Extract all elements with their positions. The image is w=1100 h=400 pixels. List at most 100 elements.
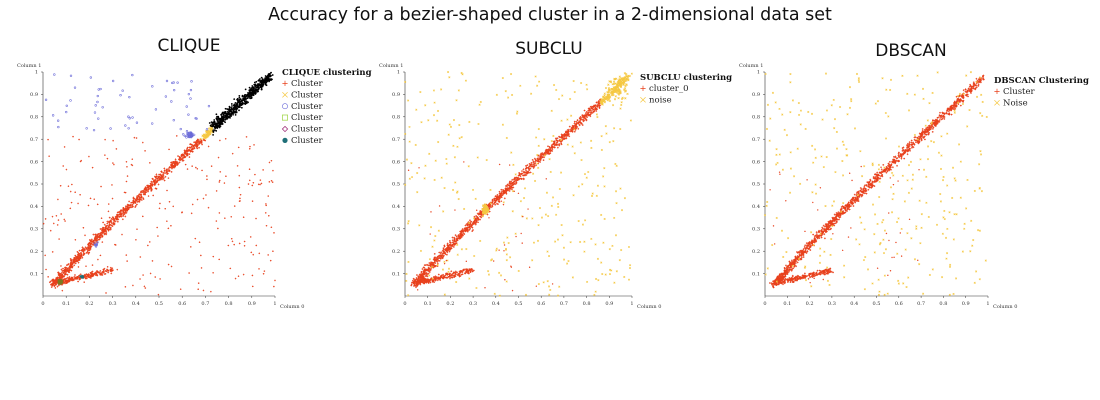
axes: 0 0.1 0.2 0.3 0.4 0.5 0.6 0.7 0.8 0.9 10.10.20.30.… <box>17 63 304 310</box>
data-point <box>121 218 124 221</box>
clique-panel-title: CLIQUE <box>157 36 221 56</box>
data-point <box>207 127 211 130</box>
x-tick-label: 0.5 <box>873 301 881 307</box>
data-point <box>84 276 87 279</box>
data-point <box>190 149 192 152</box>
data-point <box>234 113 237 116</box>
y-tick-label: 0.3 <box>752 227 760 233</box>
x-tick-label: 0.6 <box>178 301 186 307</box>
data-point <box>245 98 247 100</box>
y-tick-label: 1 <box>757 70 760 76</box>
data-point <box>182 156 185 159</box>
data-point <box>924 138 926 141</box>
data-point <box>106 220 109 223</box>
data-point <box>100 233 103 236</box>
data-point <box>184 150 186 153</box>
data-point <box>111 222 113 225</box>
data-point <box>171 167 173 170</box>
data-point <box>196 138 199 141</box>
data-point <box>102 226 104 229</box>
data-point <box>173 166 175 169</box>
data-point <box>77 275 80 278</box>
data-point <box>161 178 163 181</box>
data-point <box>138 199 141 202</box>
x-tick-label: 0 <box>763 301 766 307</box>
data-point <box>910 139 913 142</box>
data-point <box>155 173 158 176</box>
x-tick-label: 0.3 <box>109 301 117 307</box>
y-tick-label: 0.7 <box>30 137 38 143</box>
x-tick-label: 0.2 <box>85 301 93 307</box>
data-point <box>66 273 69 276</box>
data-point <box>65 264 68 267</box>
data-point <box>77 252 80 254</box>
data-point <box>77 280 79 283</box>
data-point <box>910 141 913 144</box>
x-tick-label: 0.7 <box>201 301 209 307</box>
data-point <box>163 179 166 182</box>
x-tick-label: 1 <box>986 301 989 307</box>
y-axis-label: Column 1 <box>739 63 763 69</box>
y-tick-label: 0.6 <box>752 159 760 165</box>
data-point <box>198 146 200 149</box>
data-point <box>122 215 125 217</box>
x-tick-label: 0.1 <box>62 301 70 307</box>
x-tick-label: 0.7 <box>917 301 925 307</box>
data-point <box>939 111 941 114</box>
data-point <box>99 273 102 276</box>
data-point <box>111 225 114 228</box>
data-point <box>232 113 234 116</box>
data-point <box>124 212 127 214</box>
data-point <box>198 139 200 142</box>
data-point <box>769 282 771 284</box>
data-point <box>176 161 179 163</box>
data-point <box>190 145 193 148</box>
data-point <box>938 119 941 121</box>
data-point <box>78 274 81 277</box>
x-tick-label: 0.8 <box>225 301 233 307</box>
x-tick-label: 0.9 <box>962 301 970 307</box>
y-tick-label: 0.9 <box>752 92 760 98</box>
y-tick-label: 0.7 <box>752 137 760 143</box>
data-point <box>65 277 68 280</box>
data-point <box>188 153 191 156</box>
data-point <box>249 97 251 99</box>
data-point <box>134 201 137 204</box>
data-point <box>131 204 134 206</box>
y-tick-label: 0.5 <box>752 182 760 188</box>
data-point <box>101 235 104 237</box>
data-point <box>156 175 158 178</box>
data-point <box>184 155 187 158</box>
data-point <box>939 117 942 119</box>
points <box>763 71 988 296</box>
data-point <box>134 206 137 208</box>
data-point <box>823 233 826 236</box>
data-point <box>196 141 199 144</box>
y-tick-label: 0.1 <box>30 271 38 277</box>
data-point <box>89 277 92 279</box>
data-point <box>109 266 112 269</box>
data-point <box>74 274 76 276</box>
data-point <box>235 111 238 114</box>
data-point <box>103 223 106 226</box>
x-tick-label: 0.4 <box>850 301 858 307</box>
data-point <box>107 271 110 274</box>
data-point <box>921 128 924 130</box>
data-point <box>174 158 177 161</box>
data-point <box>147 190 149 193</box>
data-point <box>872 176 875 178</box>
data-point <box>166 173 168 175</box>
data-point <box>170 161 172 164</box>
data-point <box>99 270 102 272</box>
data-point <box>74 262 77 265</box>
data-point <box>137 198 139 201</box>
data-point <box>201 143 203 146</box>
data-point <box>61 276 64 279</box>
data-point <box>154 187 157 190</box>
data-point <box>867 188 870 191</box>
x-tick-label: 0.6 <box>895 301 903 307</box>
data-point <box>189 146 191 149</box>
y-tick-label: 0.4 <box>30 204 38 210</box>
data-point <box>163 167 166 170</box>
